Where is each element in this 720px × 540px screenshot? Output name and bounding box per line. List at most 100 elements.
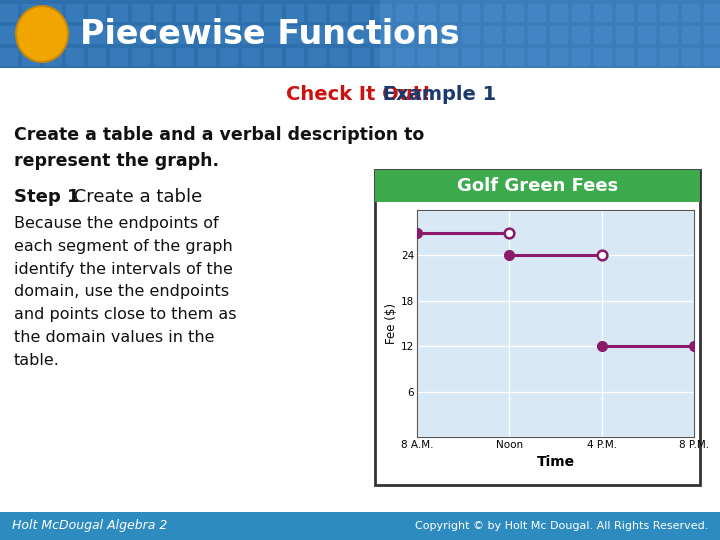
Bar	[88, 48, 106, 66]
Bar	[330, 48, 348, 66]
Bar	[484, 48, 502, 66]
Bar	[594, 4, 612, 22]
Bar	[660, 48, 678, 66]
Bar	[638, 48, 656, 66]
Bar	[88, 4, 106, 22]
Bar	[66, 4, 84, 22]
Bar	[352, 48, 370, 66]
Bar	[308, 4, 326, 22]
Bar	[198, 4, 216, 22]
Text: Golf Green Fees: Golf Green Fees	[457, 177, 618, 195]
Bar	[462, 26, 480, 44]
Bar	[44, 26, 62, 44]
Bar	[264, 26, 282, 44]
Bar	[110, 26, 128, 44]
Text: Holt McDougal Algebra 2: Holt McDougal Algebra 2	[12, 519, 167, 532]
Bar	[660, 4, 678, 22]
Bar	[462, 48, 480, 66]
Bar	[440, 4, 458, 22]
Bar	[506, 26, 524, 44]
Bar	[0, 0, 720, 68]
Bar	[682, 4, 700, 22]
Bar	[682, 26, 700, 44]
Bar	[286, 26, 304, 44]
Text: Example 1: Example 1	[376, 84, 496, 104]
Bar	[308, 48, 326, 66]
Bar	[396, 4, 414, 22]
Bar	[375, 170, 700, 202]
Bar	[682, 48, 700, 66]
Y-axis label: Fee ($): Fee ($)	[385, 303, 398, 344]
Bar	[286, 4, 304, 22]
Bar	[0, 26, 18, 44]
Bar	[242, 48, 260, 66]
Text: Step 1: Step 1	[14, 188, 79, 206]
Text: Create a table and a verbal description to
represent the graph.: Create a table and a verbal description …	[14, 126, 424, 170]
Bar	[176, 4, 194, 22]
Bar	[528, 26, 546, 44]
Bar	[418, 4, 436, 22]
Text: Copyright © by Holt Mc Dougal. All Rights Reserved.: Copyright © by Holt Mc Dougal. All Right…	[415, 521, 708, 531]
Bar	[132, 26, 150, 44]
Bar	[528, 4, 546, 22]
Bar	[506, 48, 524, 66]
Bar	[572, 48, 590, 66]
Bar	[44, 48, 62, 66]
Bar	[374, 48, 392, 66]
Bar	[198, 48, 216, 66]
Bar	[375, 170, 700, 485]
Text: Because the endpoints of
each segment of the graph
identify the intervals of the: Because the endpoints of each segment of…	[14, 216, 236, 368]
Bar	[22, 48, 40, 66]
Bar	[220, 26, 238, 44]
Bar	[704, 48, 720, 66]
Bar	[330, 26, 348, 44]
Bar	[176, 48, 194, 66]
Bar	[352, 26, 370, 44]
Bar	[380, 0, 720, 68]
Bar	[330, 4, 348, 22]
Bar	[440, 48, 458, 66]
Bar	[286, 48, 304, 66]
Bar	[220, 48, 238, 66]
Bar	[352, 4, 370, 22]
Bar	[550, 26, 568, 44]
Text: Create a table: Create a table	[68, 188, 202, 206]
Bar	[616, 26, 634, 44]
Bar	[396, 26, 414, 44]
Bar	[154, 4, 172, 22]
Bar	[374, 26, 392, 44]
Bar	[0, 512, 720, 540]
Bar	[572, 4, 590, 22]
Bar	[638, 4, 656, 22]
Bar	[110, 4, 128, 22]
Bar	[506, 4, 524, 22]
X-axis label: Time: Time	[536, 455, 575, 469]
Bar	[66, 48, 84, 66]
Ellipse shape	[16, 6, 68, 62]
Bar	[418, 48, 436, 66]
Bar	[44, 4, 62, 22]
Bar	[594, 26, 612, 44]
Bar	[440, 26, 458, 44]
Bar	[110, 48, 128, 66]
Bar	[198, 26, 216, 44]
Bar	[704, 26, 720, 44]
Bar	[484, 4, 502, 22]
Bar	[308, 26, 326, 44]
Bar	[704, 4, 720, 22]
Bar	[242, 26, 260, 44]
Bar	[418, 26, 436, 44]
Bar	[66, 26, 84, 44]
Bar	[88, 26, 106, 44]
Bar	[0, 4, 18, 22]
Bar	[0, 48, 18, 66]
Bar	[396, 48, 414, 66]
Bar	[484, 26, 502, 44]
Bar	[462, 4, 480, 22]
Bar	[264, 48, 282, 66]
Bar	[638, 26, 656, 44]
Bar	[616, 4, 634, 22]
Bar	[132, 4, 150, 22]
Bar	[660, 26, 678, 44]
Bar	[132, 48, 150, 66]
